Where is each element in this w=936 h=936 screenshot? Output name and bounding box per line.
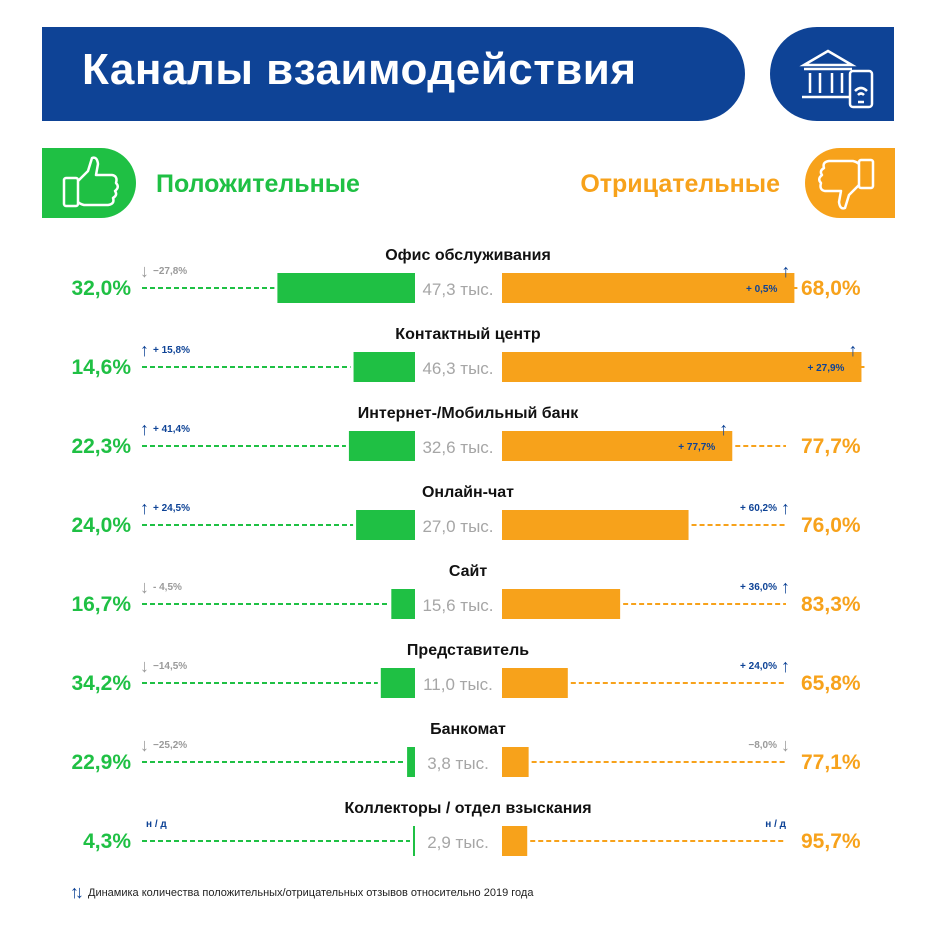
negative-change: н / д xyxy=(765,819,786,830)
category-label: Интернет-/Мобильный банк xyxy=(358,405,580,422)
down-arrow-icon: ↓ xyxy=(140,735,149,755)
positive-percent: 32,0% xyxy=(71,277,131,300)
negative-bar xyxy=(502,589,621,619)
up-arrow-icon: ↑ xyxy=(781,498,790,518)
bank-phone-icon xyxy=(799,49,874,109)
category-label: Представитель xyxy=(407,642,529,659)
positive-change: - 4,5% xyxy=(153,582,182,593)
positive-bar xyxy=(356,510,415,540)
positive-bar xyxy=(348,431,415,461)
page-title: Каналы взаимодействия xyxy=(82,45,637,94)
up-arrow-icon: ↑ xyxy=(140,498,149,518)
category-label: Контактный центр xyxy=(395,326,541,343)
positive-bar xyxy=(391,589,415,619)
category-label: Банкомат xyxy=(430,721,506,738)
total-label: 46,3 тыс. xyxy=(422,359,493,378)
positive-percent: 24,0% xyxy=(71,514,131,537)
negative-change: −8,0% xyxy=(748,740,777,751)
negative-percent: 68,0% xyxy=(801,277,861,300)
down-arrow-icon: ↓ xyxy=(140,656,149,676)
positive-label: Положительные xyxy=(156,170,360,198)
down-arrow-icon: ↓ xyxy=(140,261,149,281)
total-label: 47,3 тыс. xyxy=(422,280,493,299)
negative-change: + 77,7% xyxy=(678,442,715,453)
down-arrow-icon: ↓ xyxy=(781,735,790,755)
negative-change: + 36,0% xyxy=(740,582,777,593)
category-label: Коллекторы / отдел взыскания xyxy=(344,800,591,817)
thumbs-up-icon xyxy=(62,156,119,208)
positive-change: + 24,5% xyxy=(153,503,190,514)
up-arrow-icon: ↑ xyxy=(848,340,857,360)
negative-bar xyxy=(502,352,862,382)
positive-percent: 16,7% xyxy=(71,593,131,616)
negative-change: + 24,0% xyxy=(740,661,777,672)
negative-percent: 95,7% xyxy=(801,830,861,853)
negative-bar xyxy=(502,826,528,856)
positive-change: −14,5% xyxy=(153,661,187,672)
negative-change: + 0,5% xyxy=(746,284,778,295)
negative-bar xyxy=(502,668,568,698)
negative-percent: 65,8% xyxy=(801,672,861,695)
legend: ↑↓ Динамика количества положительных/отр… xyxy=(70,882,533,903)
total-label: 2,9 тыс. xyxy=(427,833,489,852)
positive-bar xyxy=(413,826,415,856)
header-icon-box xyxy=(770,27,894,121)
total-label: 32,6 тыс. xyxy=(422,438,493,457)
up-arrow-icon: ↑ xyxy=(140,340,149,360)
down-arrow-icon: ↓ xyxy=(140,577,149,597)
negative-icon-box xyxy=(805,148,895,218)
total-label: 3,8 тыс. xyxy=(427,754,489,773)
negative-percent: 77,7% xyxy=(801,435,861,458)
category-label: Онлайн-чат xyxy=(422,484,514,501)
up-arrow-icon: ↑ xyxy=(781,261,790,281)
positive-change: н / д xyxy=(146,819,167,830)
positive-icon-box xyxy=(42,148,136,218)
legend-text: Динамика количества положительных/отрица… xyxy=(88,886,534,899)
negative-label: Отрицательные xyxy=(580,170,780,198)
positive-bar xyxy=(407,747,415,777)
positive-bar xyxy=(380,668,415,698)
positive-percent: 14,6% xyxy=(71,356,131,379)
total-label: 27,0 тыс. xyxy=(422,517,493,536)
positive-change: −27,8% xyxy=(153,266,187,277)
up-arrow-icon: ↑ xyxy=(140,419,149,439)
thumbs-down-icon xyxy=(818,158,875,210)
category-label: Офис обслуживания xyxy=(385,247,551,264)
negative-percent: 85,4% xyxy=(801,356,861,379)
negative-bar xyxy=(502,747,529,777)
up-arrow-icon: ↑ xyxy=(719,419,728,439)
positive-change: −25,2% xyxy=(153,740,187,751)
up-arrow-icon: ↑ xyxy=(781,577,790,597)
positive-percent: 22,9% xyxy=(71,751,131,774)
positive-percent: 4,3% xyxy=(83,830,131,853)
up-down-arrows-icon: ↑↓ xyxy=(70,882,84,902)
positive-percent: 22,3% xyxy=(71,435,131,458)
negative-bar xyxy=(502,273,795,303)
total-label: 15,6 тыс. xyxy=(422,596,493,615)
negative-percent: 83,3% xyxy=(801,593,861,616)
up-arrow-icon: ↑ xyxy=(781,656,790,676)
positive-bar xyxy=(277,273,415,303)
negative-percent: 77,1% xyxy=(801,751,861,774)
header-banner: Каналы взаимодействия xyxy=(42,27,745,121)
negative-percent: 76,0% xyxy=(801,514,861,537)
negative-bar xyxy=(502,431,733,461)
positive-percent: 34,2% xyxy=(71,672,131,695)
positive-change: + 41,4% xyxy=(153,424,190,435)
negative-change: + 27,9% xyxy=(807,363,844,374)
positive-change: + 15,8% xyxy=(153,345,190,356)
total-label: 11,0 тыс. xyxy=(423,675,493,694)
category-label: Сайт xyxy=(449,563,487,580)
negative-change: + 60,2% xyxy=(740,503,777,514)
negative-bar xyxy=(502,510,689,540)
positive-bar xyxy=(353,352,415,382)
